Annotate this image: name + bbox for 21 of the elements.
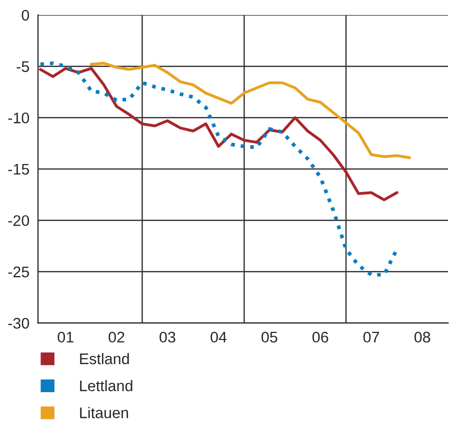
line-series — [38, 66, 398, 202]
y-tick-label: -15 — [8, 164, 30, 175]
line-series — [38, 61, 399, 277]
y-tick-label: -25 — [8, 266, 30, 278]
x-tick-label: 01 — [58, 332, 74, 343]
line-series — [90, 62, 412, 160]
x-tick-label: 04 — [210, 332, 227, 343]
y-tick-label: -5 — [16, 61, 30, 72]
x-tick-label: 03 — [160, 332, 176, 343]
x-tick-label: 06 — [312, 332, 328, 343]
y-tick-label: -10 — [8, 112, 30, 124]
legend-label: Lettland — [80, 380, 132, 392]
legend-label: Litauen — [80, 407, 128, 418]
x-tick-label: 02 — [108, 332, 124, 343]
x-tick-label: 07 — [363, 332, 380, 343]
y-tick-label: 0 — [22, 10, 30, 21]
x-tick-label: 05 — [262, 332, 278, 343]
x-tick-label: 08 — [414, 332, 430, 343]
legend-label: Estland — [80, 353, 129, 364]
y-tick-label: -30 — [8, 318, 30, 329]
y-tick-label: -20 — [8, 215, 30, 226]
